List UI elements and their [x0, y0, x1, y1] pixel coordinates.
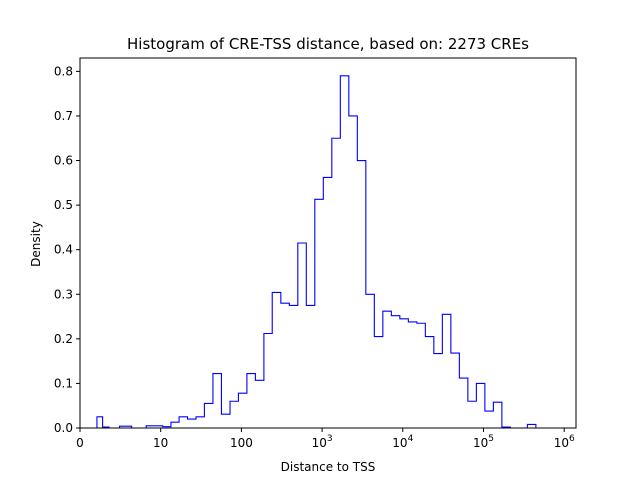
y-axis-label: Density: [29, 221, 43, 267]
plot-frame: [79, 57, 577, 429]
chart-title: Histogram of CRE-TSS distance, based on:…: [127, 35, 529, 53]
x-tick-label: 106: [554, 434, 575, 450]
y-tick-label: 0.7: [54, 109, 73, 123]
y-tick-label: 0.1: [54, 376, 73, 390]
y-tick-label: 0.6: [54, 154, 73, 168]
y-tick-label: 0.5: [54, 198, 73, 212]
x-tick-label: 104: [392, 434, 413, 450]
y-axis-ticks: 0.0 0.1 0.2 0.3 0.4 0.5 0.6 0.7 0.8: [54, 64, 80, 435]
x-tick-label: 105: [473, 434, 494, 450]
y-tick-label: 0.4: [54, 243, 73, 257]
x-tick-label: 103: [312, 434, 333, 450]
x-tick-label: 100: [230, 436, 253, 450]
x-tick-label: 10: [153, 436, 168, 450]
histogram-step-line: [96, 75, 553, 429]
x-axis-label: Distance to TSS: [281, 460, 376, 474]
y-tick-label: 0.0: [54, 421, 73, 435]
y-tick-label: 0.2: [54, 332, 73, 346]
y-tick-label: 0.8: [54, 64, 73, 78]
x-tick-label: 0: [76, 436, 84, 450]
x-axis-ticks: 0 10 100 103 104 105 106: [76, 428, 575, 450]
y-tick-label: 0.3: [54, 287, 73, 301]
